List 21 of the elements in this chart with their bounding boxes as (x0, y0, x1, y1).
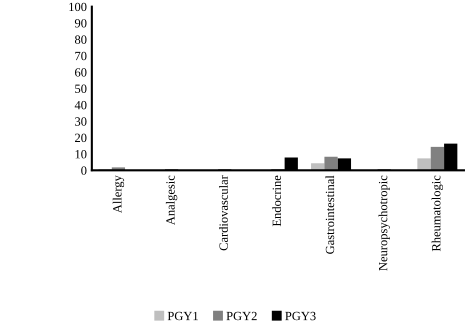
x-tick-label: Endocrine (272, 176, 282, 226)
x-tick-label: Analgesic (166, 176, 178, 226)
y-tick-label: 100 (69, 2, 87, 12)
legend-label: PGY2 (226, 312, 257, 320)
y-tick-label: 70 (75, 52, 87, 60)
y-tick-label: 10 (76, 150, 87, 158)
y-tick-label: 30 (75, 117, 87, 126)
legend-label: PGY1 (168, 312, 198, 320)
x-tick-label: Neuropsychotropic (378, 176, 390, 271)
x-tick-label: Rheumatologic (432, 176, 444, 252)
y-tick-label: 20 (75, 134, 87, 142)
x-tick-label: Gastrointestinal (325, 175, 334, 254)
y-tick-label: 50 (75, 84, 87, 93)
y-tick-label: 40 (74, 100, 87, 110)
y-tick-label: 60 (75, 68, 87, 77)
x-tick-label: Allergy (112, 175, 124, 214)
x-tick-label: Cardiovascular (219, 175, 228, 250)
legend-label: PGY3 (285, 312, 316, 320)
y-tick-label: 0 (81, 166, 87, 175)
y-tick-label: 90 (74, 19, 87, 28)
y-tick-label: 80 (74, 35, 87, 44)
